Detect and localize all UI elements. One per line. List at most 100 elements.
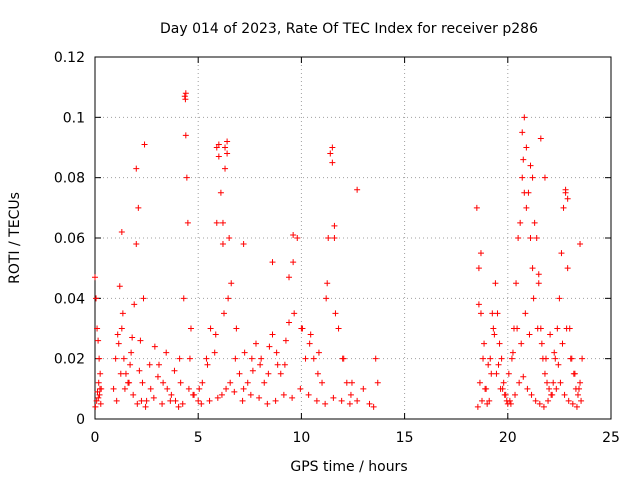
data-point — [514, 325, 521, 332]
data-point — [340, 355, 347, 362]
data-point — [569, 400, 576, 407]
y-tick-label: 0.1 — [63, 110, 85, 126]
data-point — [372, 355, 379, 362]
data-point — [505, 370, 512, 377]
data-point — [274, 361, 281, 368]
data-point — [97, 370, 104, 377]
data-point — [302, 355, 309, 362]
data-point — [484, 400, 491, 407]
data-point — [550, 379, 557, 386]
data-point — [226, 235, 233, 241]
data-point — [222, 144, 229, 151]
data-point — [222, 165, 229, 172]
data-point — [190, 391, 197, 398]
x-tick-label: 25 — [602, 430, 620, 446]
data-point — [299, 325, 306, 332]
data-point — [541, 370, 548, 377]
data-point — [119, 310, 126, 317]
data-point — [122, 370, 129, 377]
data-point — [286, 319, 293, 326]
data-point — [221, 310, 227, 317]
data-point — [199, 379, 206, 386]
data-point — [332, 310, 339, 317]
data-point — [95, 337, 102, 344]
data-point — [93, 295, 100, 302]
data-point — [534, 325, 541, 332]
data-point — [130, 391, 137, 398]
data-point — [513, 280, 520, 287]
data-point — [476, 379, 483, 386]
data-point — [479, 397, 485, 404]
data-point — [354, 186, 361, 193]
x-tick-label: 20 — [499, 430, 517, 446]
data-point — [489, 310, 496, 317]
y-tick-label: 0 — [76, 412, 85, 428]
data-point — [535, 271, 542, 278]
data-point — [480, 355, 487, 362]
data-point — [517, 219, 524, 226]
data-point — [239, 397, 246, 404]
data-point — [338, 397, 345, 404]
data-point — [128, 349, 135, 356]
data-point — [155, 361, 162, 368]
data-point — [535, 280, 542, 287]
data-point — [159, 400, 166, 407]
data-point — [310, 355, 317, 362]
data-point — [277, 370, 284, 377]
data-point — [496, 340, 503, 347]
data-point — [521, 189, 528, 196]
data-point — [370, 403, 377, 410]
data-point — [579, 355, 586, 362]
data-point — [92, 403, 99, 410]
data-point — [280, 391, 287, 398]
data-point — [113, 397, 120, 404]
data-point — [564, 195, 571, 202]
x-tick-label: 10 — [292, 430, 310, 446]
data-point — [564, 265, 571, 272]
data-point — [180, 295, 187, 302]
data-point — [488, 370, 495, 377]
data-point — [291, 310, 298, 317]
data-point — [219, 241, 226, 248]
data-point — [92, 274, 98, 281]
data-point — [573, 403, 580, 410]
data-point — [261, 379, 268, 386]
data-point — [533, 235, 540, 241]
data-point — [135, 204, 142, 211]
data-point — [181, 93, 188, 100]
data-point — [114, 331, 121, 338]
chart-title: Day 014 of 2023, Rate Of TEC Index for r… — [160, 21, 538, 37]
data-point — [515, 235, 522, 241]
data-point — [110, 385, 117, 392]
data-point — [485, 361, 492, 368]
data-point — [366, 400, 373, 407]
data-point — [131, 301, 138, 308]
data-point — [215, 153, 222, 160]
data-point — [233, 325, 240, 332]
data-point — [118, 325, 125, 332]
data-point — [213, 219, 220, 226]
data-point — [96, 355, 103, 362]
data-point — [544, 379, 551, 386]
data-point — [223, 385, 230, 392]
data-point — [175, 403, 182, 410]
data-point — [265, 370, 272, 377]
data-point — [224, 138, 231, 145]
data-point — [203, 355, 210, 362]
data-point — [477, 310, 484, 317]
data-point — [522, 310, 529, 317]
data-point — [524, 385, 531, 392]
data-point — [196, 385, 203, 392]
data-point — [281, 361, 288, 368]
data-point — [241, 349, 248, 356]
data-point — [218, 391, 225, 398]
data-point — [538, 340, 545, 347]
data-point — [487, 355, 494, 362]
data-point — [249, 367, 256, 374]
data-point — [503, 397, 510, 404]
data-point — [560, 204, 567, 211]
data-point — [540, 403, 547, 410]
x-tick-label: 15 — [396, 430, 414, 446]
data-point — [545, 397, 552, 404]
data-point — [264, 400, 271, 407]
